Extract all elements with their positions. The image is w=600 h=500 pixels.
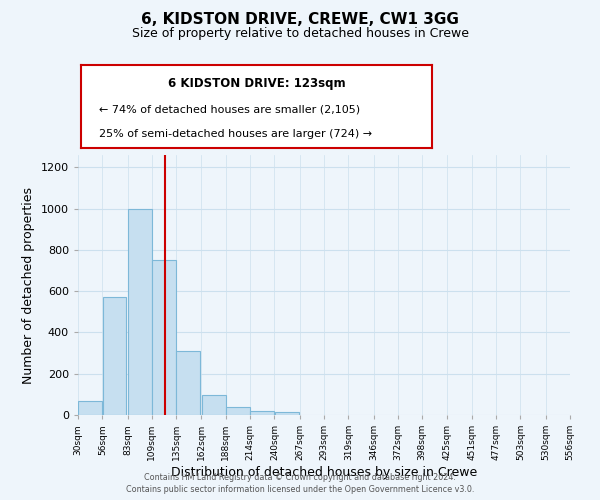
- Text: 25% of semi-detached houses are larger (724) →: 25% of semi-detached houses are larger (…: [98, 130, 371, 140]
- Text: 6 KIDSTON DRIVE: 123sqm: 6 KIDSTON DRIVE: 123sqm: [167, 76, 346, 90]
- Bar: [226, 406, 250, 415]
- X-axis label: Distribution of detached houses by size in Crewe: Distribution of detached houses by size …: [171, 466, 477, 479]
- Text: 6, KIDSTON DRIVE, CREWE, CW1 3GG: 6, KIDSTON DRIVE, CREWE, CW1 3GG: [141, 12, 459, 28]
- Text: Contains HM Land Registry data © Crown copyright and database right 2024.: Contains HM Land Registry data © Crown c…: [144, 474, 456, 482]
- Bar: [250, 411, 274, 415]
- Text: ← 74% of detached houses are smaller (2,105): ← 74% of detached houses are smaller (2,…: [98, 104, 359, 115]
- Y-axis label: Number of detached properties: Number of detached properties: [22, 186, 35, 384]
- Bar: [176, 351, 200, 415]
- Bar: [202, 396, 226, 415]
- Bar: [78, 400, 102, 415]
- Text: Contains public sector information licensed under the Open Government Licence v3: Contains public sector information licen…: [126, 484, 474, 494]
- Bar: [103, 298, 127, 415]
- Bar: [275, 412, 299, 415]
- Text: Size of property relative to detached houses in Crewe: Size of property relative to detached ho…: [131, 28, 469, 40]
- Bar: [152, 260, 176, 415]
- Bar: [128, 208, 152, 415]
